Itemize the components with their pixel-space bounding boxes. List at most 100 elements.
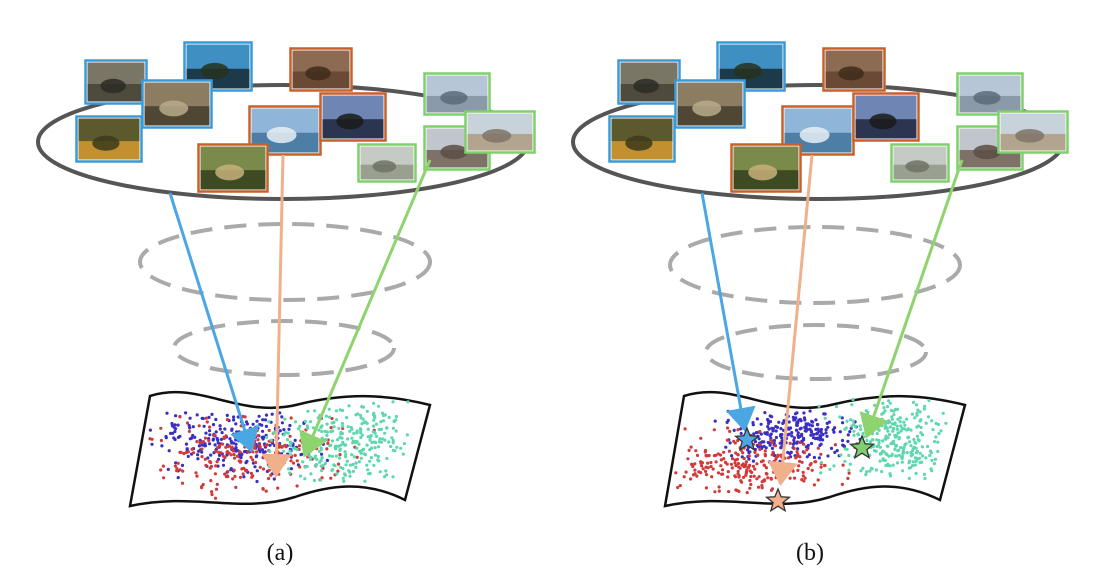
scatter-point	[859, 427, 863, 431]
scatter-point	[214, 487, 219, 491]
scatter-point	[780, 432, 784, 437]
scatter-point	[915, 434, 920, 438]
scatter-point	[810, 424, 815, 428]
scatter-point	[208, 466, 212, 470]
scatter-point	[278, 455, 282, 459]
scatter-point	[778, 480, 783, 485]
scatter-point	[899, 429, 903, 433]
scatter-point	[703, 450, 707, 454]
scatter-point	[786, 450, 790, 455]
scatter-point	[816, 437, 820, 441]
scatter-point	[888, 472, 892, 476]
scatter-point	[801, 474, 805, 478]
scatter-point	[343, 450, 347, 454]
scatter-point	[727, 449, 732, 453]
scatter-point	[920, 460, 924, 464]
scatter-point	[804, 429, 808, 433]
scatter-point	[909, 454, 913, 458]
scatter-point	[334, 454, 338, 458]
scatter-point	[208, 433, 212, 437]
scatter-point	[269, 438, 273, 442]
scatter-point	[171, 431, 175, 435]
scatter-point	[909, 428, 913, 432]
scatter-point	[178, 415, 182, 419]
scatter-point	[920, 445, 925, 449]
scatter-point	[391, 448, 395, 452]
scatter-point	[682, 475, 686, 479]
scatter-point	[902, 427, 907, 431]
animal-thumbnail	[617, 59, 681, 105]
scatter-point	[345, 459, 349, 463]
scatter-point	[809, 441, 814, 446]
scatter-point	[226, 445, 230, 449]
scatter-point	[774, 429, 778, 433]
scatter-point	[903, 443, 907, 447]
scatter-point	[306, 435, 310, 439]
scatter-point	[725, 438, 730, 442]
scatter-point	[770, 453, 774, 457]
scatter-point	[204, 431, 208, 435]
scatter-point	[846, 433, 850, 437]
scatter-point	[238, 475, 243, 479]
scatter-point	[372, 401, 376, 405]
scatter-point	[902, 447, 906, 451]
scatter-point	[914, 471, 918, 475]
scatter-point	[895, 461, 900, 465]
scatter-point	[819, 430, 823, 434]
scatter-point	[340, 421, 345, 426]
scatter-point	[719, 458, 724, 462]
scatter-point	[200, 416, 204, 420]
scatter-point	[212, 433, 216, 437]
scatter-point	[674, 471, 678, 475]
scatter-point	[329, 430, 333, 434]
scatter-point	[234, 485, 238, 489]
scatter-point	[819, 427, 824, 432]
scatter-point	[271, 460, 276, 465]
scatter-point	[791, 469, 795, 473]
scatter-point	[825, 434, 829, 438]
scatter-point	[200, 486, 204, 490]
scatter-point	[355, 431, 359, 435]
scatter-point	[798, 459, 802, 463]
scatter-point	[704, 486, 709, 490]
scatter-point	[305, 426, 310, 430]
scatter-point	[167, 449, 171, 453]
scatter-point	[327, 407, 331, 411]
scatter-point	[319, 447, 323, 451]
scatter-point	[335, 418, 339, 422]
scatter-point	[387, 415, 391, 419]
scatter-point	[374, 453, 378, 457]
scatter-point	[706, 461, 710, 465]
scatter-point	[304, 432, 308, 436]
scatter-point	[770, 446, 775, 450]
scatter-point	[796, 452, 800, 456]
scatter-point	[932, 462, 937, 466]
scatter-point	[252, 436, 256, 440]
scatter-point	[775, 425, 780, 429]
scatter-point	[716, 452, 720, 456]
scatter-point	[225, 453, 229, 457]
scatter-point	[180, 481, 185, 485]
scatter-point	[744, 471, 748, 475]
scatter-point	[796, 421, 800, 425]
scatter-point	[779, 427, 783, 431]
scatter-point	[841, 463, 845, 467]
scatter-point	[911, 460, 915, 464]
scatter-point	[315, 447, 319, 451]
scatter-point	[340, 436, 344, 440]
scatter-point	[325, 447, 329, 451]
scatter-point	[359, 456, 363, 460]
scatter-point	[852, 429, 856, 433]
scatter-point	[883, 437, 887, 441]
scatter-point	[876, 444, 881, 448]
scatter-point	[899, 424, 903, 428]
scatter-point	[816, 423, 820, 427]
scatter-point	[218, 443, 222, 448]
scatter-point	[348, 429, 352, 433]
scatter-point	[325, 433, 329, 438]
scatter-point	[847, 453, 851, 458]
scatter-point	[221, 463, 226, 467]
scatter-point	[794, 416, 798, 420]
scatter-point	[812, 455, 817, 460]
scatter-point	[261, 437, 265, 441]
